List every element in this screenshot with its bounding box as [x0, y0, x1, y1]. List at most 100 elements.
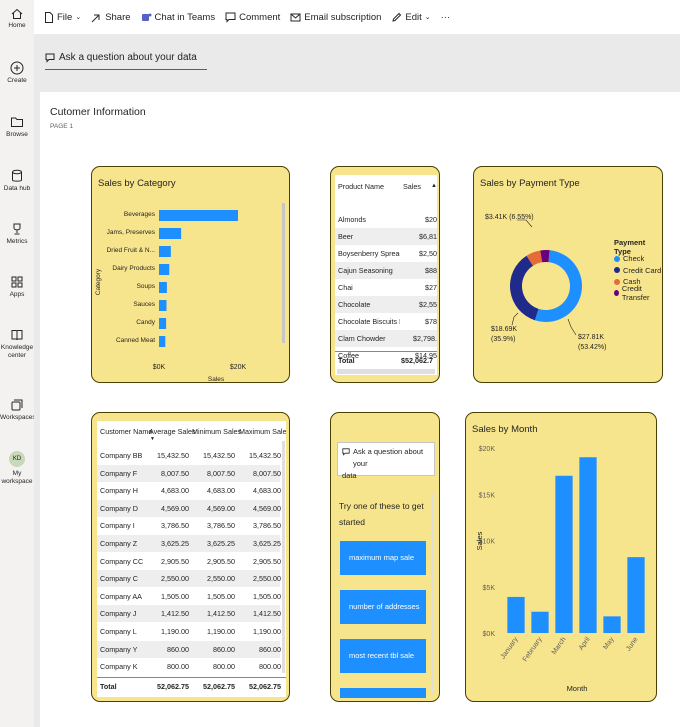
minimum-sales-cell: 1,412.50: [207, 609, 235, 619]
nav-browse[interactable]: Browse: [0, 115, 34, 139]
nav-home-label: Home: [8, 22, 26, 29]
nav-metrics[interactable]: Metrics: [0, 222, 34, 246]
legend-label: Credit Card: [623, 265, 662, 275]
table-row[interactable]: Chocolate Biscuits Mix $78: [335, 313, 437, 330]
legend-item[interactable]: Credit Card: [614, 265, 662, 277]
legend-item[interactable]: Check: [614, 253, 662, 265]
y-axis-label: Sales: [475, 531, 484, 550]
customer-table: Customer Name Average Sales Minimum Sale…: [97, 421, 286, 697]
category-tick-label: Soups: [137, 283, 156, 290]
share-button[interactable]: Share: [91, 12, 131, 23]
suggestion-button[interactable]: most recent tbl sale: [340, 639, 426, 673]
product-table: Product Name Sales ▲ Almonds $20 Beer $6,81…: [335, 175, 437, 375]
nav-my-workspace[interactable]: KD My workspace: [0, 451, 34, 486]
suggestion-button-partial[interactable]: [340, 688, 426, 698]
email-subscription-button[interactable]: Email subscription: [290, 12, 381, 23]
month-bar: [579, 457, 597, 633]
column-header[interactable]: Maximum Sales: [239, 427, 286, 436]
category-bar-chart: Category Beverages Jams, Preserves Dried Fr…: [95, 210, 246, 382]
table-row[interactable]: Company D 4,569.00 4,569.00 4,569.00: [97, 499, 281, 517]
table-row[interactable]: Chocolate $2,55: [335, 296, 437, 313]
table-row[interactable]: Company J 1,412.50 1,412.50 1,412.50: [97, 605, 281, 623]
nav-home[interactable]: Home: [0, 8, 34, 30]
card-title: Sales by Category: [98, 178, 176, 189]
average-sales-cell: 2,905.50: [161, 556, 189, 566]
chat-in-teams-button[interactable]: Chat in Teams: [141, 12, 215, 23]
table-row[interactable]: Company BB 15,432.50 15,432.50 15,432.50: [97, 447, 281, 464]
table-row[interactable]: Clam Chowder $2,798.: [335, 330, 437, 347]
horizontal-scrollbar[interactable]: [337, 369, 435, 374]
scrollbar[interactable]: [282, 203, 285, 343]
category-bar: [159, 228, 182, 239]
product-name-cell: Clam Chowder: [338, 334, 386, 343]
home-icon: [11, 8, 23, 19]
column-header[interactable]: Sales: [403, 182, 421, 191]
nav-workspaces-label: Workspaces: [0, 414, 36, 421]
suggestion-button[interactable]: maximum map sale: [340, 541, 426, 575]
table-row[interactable]: Company I 3,786.50 3,786.50 3,786.50: [97, 517, 281, 535]
file-menu[interactable]: File ⌄: [44, 11, 81, 23]
nav-apps[interactable]: Apps: [0, 275, 34, 299]
workspaces-icon: [11, 399, 23, 411]
legend-item[interactable]: Credit Transfer: [614, 284, 662, 302]
month-bar: [531, 611, 549, 633]
sales-by-month-card[interactable]: Sales by Month $0K $5K $10K $15K $20K Sales Ja…: [465, 412, 657, 702]
table-row[interactable]: Company AA 1,505.00 1,505.00 1,505.00: [97, 587, 281, 605]
qa-visual-input[interactable]: Ask a question about your data: [337, 442, 435, 480]
category-tick-label: Candy: [136, 319, 156, 326]
total-max: 52,062.75: [249, 682, 281, 691]
total-avg: 52,062.75: [157, 682, 189, 691]
table-row[interactable]: Boysenberry Spread $2,50: [335, 245, 437, 262]
apps-icon: [11, 276, 23, 288]
column-header[interactable]: Product Name: [338, 182, 384, 191]
nav-create[interactable]: Create: [0, 61, 34, 85]
suggestion-button[interactable]: number of addresses: [340, 590, 426, 624]
data-label-credit-card: $18.69K (35.9%): [491, 325, 517, 345]
table-row[interactable]: Chai $27: [335, 279, 437, 296]
column-header[interactable]: Average Sales: [149, 427, 196, 436]
product-name-cell: Chai: [338, 283, 353, 292]
nav-knowledge-label-1: Knowledge: [0, 344, 34, 351]
legend-marker: [614, 278, 620, 285]
customer-table-card[interactable]: Customer Name Average Sales Minimum Sale…: [91, 412, 290, 702]
more-options-button[interactable]: ···: [441, 12, 451, 23]
table-row[interactable]: Company F 8,007.50 8,007.50 8,007.50: [97, 464, 281, 482]
trophy-icon: [13, 223, 21, 235]
nav-knowledge[interactable]: Knowledge center: [0, 328, 34, 360]
qa-prompt-line-2: started: [339, 517, 365, 527]
plus-circle-icon: [10, 61, 24, 75]
table-row[interactable]: Company K 800.00 800.00 800.00: [97, 658, 281, 676]
comment-icon: [225, 12, 236, 23]
minimum-sales-cell: 860.00: [213, 644, 235, 654]
comment-button[interactable]: Comment: [225, 12, 280, 23]
table-row[interactable]: Company CC 2,905.50 2,905.50 2,905.50: [97, 552, 281, 570]
table-row[interactable]: Cajun Seasoning $88: [335, 262, 437, 279]
vertical-scrollbar[interactable]: [431, 493, 434, 693]
table-row[interactable]: Company C 2,550.00 2,550.00 2,550.00: [97, 570, 281, 588]
nav-workspaces[interactable]: Workspaces: [0, 398, 36, 422]
customer-name-cell: Company CC: [100, 556, 144, 566]
sort-icon[interactable]: ▲: [431, 183, 437, 189]
customer-name-cell: Company L: [100, 627, 137, 636]
legend-item[interactable]: Cash: [614, 276, 662, 288]
table-row[interactable]: Company L 1,190.00 1,190.00 1,190.00: [97, 623, 281, 640]
vertical-scrollbar[interactable]: [282, 441, 285, 673]
x-axis-label: Month: [567, 684, 588, 693]
product-table-card[interactable]: Product Name Sales ▲ Almonds $20 Beer $6,81…: [330, 166, 440, 383]
table-row[interactable]: Almonds $20: [335, 211, 437, 228]
qa-visual-card[interactable]: Ask a question about your data Try one o…: [330, 412, 440, 702]
table-row[interactable]: Company H 4,683.00 4,683.00 4,683.00: [97, 482, 281, 500]
table-row[interactable]: Company Z 3,625.25 3,625.25 3,625.25: [97, 535, 281, 552]
sales-by-category-card[interactable]: Sales by Category Category Beverages Jams,…: [91, 166, 290, 383]
sales-by-payment-type-card[interactable]: Sales by Payment Type Payment Type Check…: [473, 166, 663, 383]
total-label: Total: [338, 356, 355, 365]
table-row[interactable]: Company Y 860.00 860.00 860.00: [97, 640, 281, 658]
edit-menu[interactable]: Edit ⌄: [391, 12, 431, 23]
sort-desc-icon[interactable]: ▼: [150, 436, 155, 442]
nav-datahub[interactable]: Data hub: [0, 169, 34, 193]
qa-search-input[interactable]: Ask a question about your data: [45, 46, 207, 70]
product-name-cell: Boysenberry Spread: [338, 249, 400, 258]
column-header[interactable]: Customer Name: [100, 427, 153, 436]
column-header[interactable]: Minimum Sales: [192, 427, 242, 436]
table-row[interactable]: Beer $6,81: [335, 228, 437, 245]
